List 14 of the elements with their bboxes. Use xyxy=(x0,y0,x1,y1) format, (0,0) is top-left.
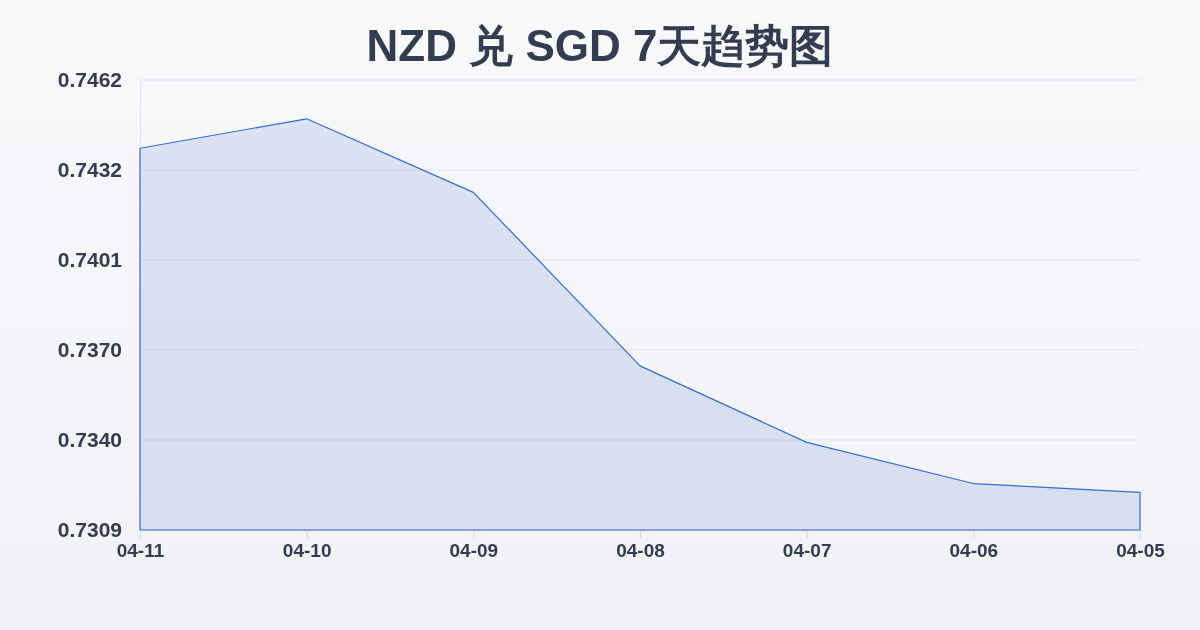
x-tick-label: 04-08 xyxy=(616,540,665,562)
y-tick-label: 0.7309 xyxy=(57,518,122,542)
y-tick-label: 0.7370 xyxy=(57,338,122,362)
y-tick-label: 0.7462 xyxy=(57,68,122,92)
x-tick-label: 04-11 xyxy=(116,540,165,562)
y-tick-label: 0.7401 xyxy=(57,248,123,272)
x-tick-label: 04-06 xyxy=(949,540,999,562)
y-tick-label: 0.7340 xyxy=(57,428,122,452)
x-tick-label: 04-09 xyxy=(449,540,499,562)
chart-title: NZD 兑 SGD 7天趋势图 xyxy=(366,21,834,70)
x-tick-label: 04-07 xyxy=(782,540,832,562)
x-tick-label: 04-10 xyxy=(282,540,332,562)
y-tick-label: 0.7432 xyxy=(57,158,122,182)
x-tick-label: 04-05 xyxy=(1116,540,1166,562)
